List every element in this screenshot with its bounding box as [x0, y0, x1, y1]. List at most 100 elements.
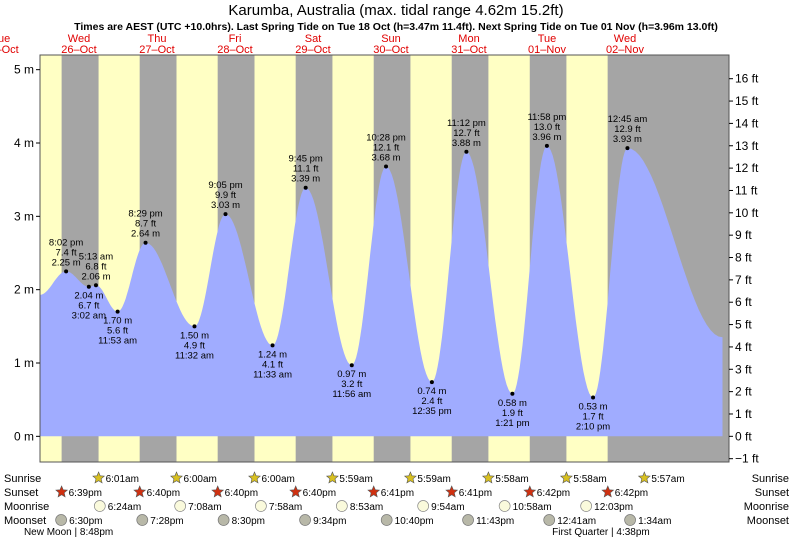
- high-tide-feet: 12.7 ft: [453, 128, 480, 139]
- chart-title: Karumba, Australia (max. tidal range 4.6…: [228, 2, 563, 19]
- right-axis-tick-label: 8 ft: [735, 251, 752, 265]
- sunrise-time: 5:58am: [573, 474, 606, 485]
- moonset-row-label-left: Moonset: [4, 515, 46, 527]
- high-tide-metres: 3.96 m: [532, 132, 561, 143]
- sunset-time: 6:39pm: [69, 488, 102, 499]
- day-date-label: 26–Oct: [61, 44, 96, 56]
- left-axis-tick-label: 4 m: [14, 136, 34, 150]
- low-tide-feet: 4.9 ft: [184, 340, 205, 351]
- sunset-star-icon: [55, 485, 69, 498]
- moonset-time: 11:43pm: [476, 516, 514, 527]
- low-tide-feet: 4.1 ft: [262, 359, 283, 370]
- right-axis-tick-label: 4 ft: [735, 340, 752, 354]
- low-tide-time: 2:10 pm: [576, 421, 610, 432]
- plot-frame: [39, 54, 730, 463]
- sunrise-star-icon: [170, 471, 183, 484]
- high-tide-time: 9:45 pm: [289, 154, 323, 165]
- sunrise-time: 6:00am: [262, 474, 295, 485]
- day-name-label: Sat: [305, 33, 322, 45]
- high-tide-time: 11:12 pm: [447, 118, 486, 129]
- sunrise-time: 6:01am: [106, 474, 139, 485]
- right-axis-tick-label: 7 ft: [735, 273, 752, 287]
- moonrise-moon-icon: [417, 500, 430, 512]
- moonrise-moon-icon: [93, 500, 106, 512]
- low-tide-feet: 5.6 ft: [107, 326, 128, 337]
- sunset-time: 6:41pm: [381, 488, 414, 499]
- sunrise-row-label-left: Sunrise: [4, 473, 41, 485]
- high-tide-time: 9:05 pm: [208, 180, 242, 191]
- sunrise-star-icon: [248, 471, 261, 484]
- low-tide-time: 11:56 am: [332, 389, 371, 400]
- sunset-star-icon: [601, 485, 615, 498]
- sunset-star-icon: [289, 485, 303, 498]
- tide-extreme-point: [510, 391, 515, 396]
- left-axis-tick-label: 0 m: [14, 429, 34, 443]
- high-tide-feet: 7.4 ft: [56, 247, 77, 258]
- tide-extreme-point: [625, 146, 630, 151]
- moonset-time: 12:41am: [557, 516, 596, 527]
- tide-curve-area: [40, 145, 723, 437]
- sunset-row-label-right: Sunset: [755, 487, 789, 499]
- day-date-label: 27–Oct: [139, 44, 174, 56]
- tide-extreme-point: [270, 343, 275, 348]
- right-axis-tick-label: 11 ft: [735, 183, 758, 197]
- day-labels: Tue25–OctWed26–OctThu27–OctFri28–OctSat2…: [0, 33, 644, 56]
- left-axis-tick-label: 2 m: [14, 283, 34, 297]
- moonset-time: 6:30pm: [69, 516, 102, 527]
- high-tide-metres: 3.39 m: [291, 174, 320, 185]
- moonset-moon-icon: [543, 514, 556, 526]
- right-axis-tick-label: 5 ft: [735, 318, 752, 332]
- high-tide-feet: 12.9 ft: [614, 124, 641, 135]
- astronomy-events: 6:01am 6:00am 6:00am 5:59am 5:59am 5:58am 5:58…: [24, 471, 685, 538]
- moonrise-time: 6:24am: [108, 502, 141, 513]
- right-axis-tick-label: 3 ft: [735, 362, 752, 376]
- sunrise-time: 5:57am: [651, 474, 684, 485]
- tide-extremes: 8:02 pm7.4 ft2.25 m 2.04 m6.7 ft3:02 am 5:…: [49, 112, 647, 433]
- low-tide-metres: 1.70 m: [103, 316, 132, 327]
- tide-extreme-point: [115, 309, 120, 314]
- right-axis-tick-label: 13 ft: [735, 139, 759, 153]
- right-axis-tick-label: 0 ft: [735, 429, 752, 443]
- day-name-label: Tue: [538, 33, 557, 45]
- left-axis-tick-label: 3 m: [14, 209, 34, 223]
- high-tide-metres: 2.64 m: [131, 229, 160, 240]
- right-axis-tick-label: 1 ft: [735, 407, 752, 421]
- moonset-time: 10:40pm: [395, 516, 434, 527]
- moonset-moon-icon: [380, 514, 393, 526]
- right-axis-tick-label: 9 ft: [735, 228, 752, 242]
- day-name-label: Wed: [614, 33, 636, 45]
- low-tide-feet: 1.7 ft: [582, 411, 603, 422]
- sunset-time: 6:42pm: [615, 488, 648, 499]
- moonrise-moon-icon: [174, 500, 187, 512]
- sunrise-time: 5:58am: [495, 474, 528, 485]
- moonset-moon-icon: [462, 514, 474, 526]
- sunset-row-label-left: Sunset: [4, 487, 38, 499]
- tide-extreme-point: [464, 149, 469, 154]
- day-date-label: 31–Oct: [451, 44, 486, 56]
- moonrise-time: 9:54am: [431, 502, 464, 513]
- low-tide-time: 11:33 am: [253, 369, 292, 380]
- moonrise-moon-icon: [580, 500, 593, 512]
- day-date-label: 28–Oct: [217, 44, 252, 56]
- low-tide-time: 11:32 am: [175, 350, 214, 361]
- sunset-star-icon: [133, 485, 147, 498]
- day-date-label: 25–Oct: [0, 44, 19, 56]
- axes: 0 m 1 m 2 m 3 m 4 m 5 m −1 ft 0 ft 1 ft 2 ft 3 ft 4…: [14, 54, 759, 466]
- high-tide-feet: 12.1 ft: [373, 142, 400, 153]
- moonrise-moon-icon: [498, 500, 511, 512]
- moonset-time: 7:28pm: [150, 516, 183, 527]
- low-tide-feet: 6.7 ft: [78, 301, 99, 312]
- low-tide-metres: 0.58 m: [498, 398, 527, 409]
- sunrise-star-icon: [481, 471, 495, 484]
- sunrise-star-icon: [403, 471, 417, 484]
- right-axis-tick-label: 10 ft: [735, 206, 759, 220]
- day-name-label: Tue: [0, 33, 10, 45]
- sunrise-time: 5:59am: [417, 474, 450, 485]
- high-tide-feet: 13.0 ft: [534, 122, 561, 133]
- high-tide-time: 12:45 am: [608, 114, 648, 125]
- high-tide-time: 5:13 am: [79, 251, 113, 262]
- tide-extreme-point: [223, 212, 228, 217]
- high-tide-metres: 3.03 m: [211, 200, 240, 211]
- sunrise-star-icon: [325, 471, 339, 484]
